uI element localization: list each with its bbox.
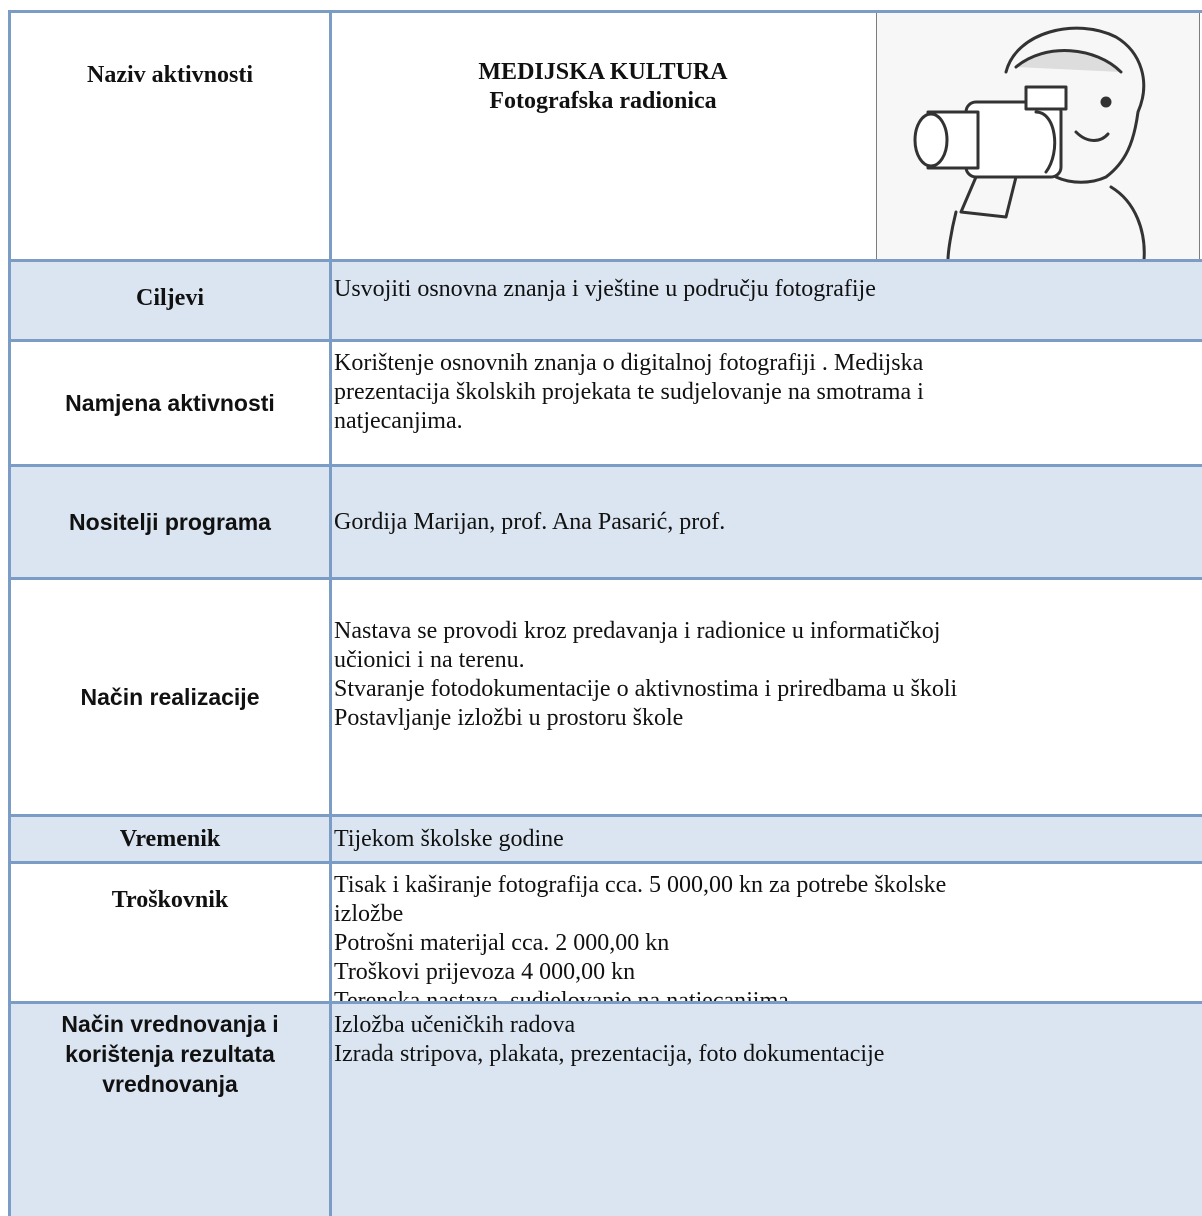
row-value-line: Postavljanje izložbi u prostoru škole: [334, 705, 684, 731]
border: [8, 339, 1202, 342]
header-subtitle: Fotografska radionica: [489, 88, 717, 114]
row-label-cell: Vremenik: [10, 816, 330, 862]
header-label: Naziv aktivnosti: [86, 62, 253, 88]
row-label-cell: Ciljevi: [10, 261, 330, 340]
border: [8, 464, 1202, 467]
row-value-line: Usvojiti osnovna znanja i vještine u pod…: [334, 276, 876, 302]
row-label: Namjena aktivnosti: [65, 390, 275, 416]
row-label-cell: Nositelji programa: [10, 466, 330, 578]
border: [8, 259, 1202, 262]
row-value-cell: Korištenje osnovnih znanja o digitalnoj …: [332, 341, 1202, 465]
header-title: MEDIJSKA KULTURA: [478, 59, 728, 85]
border: [8, 814, 1202, 817]
row-label: Način vrednovanja i: [61, 1011, 279, 1037]
row-label-cell: Način realizacije: [10, 579, 330, 815]
row-label: Vremenik: [119, 826, 221, 852]
border: [8, 861, 1202, 864]
photographer-illustration: [876, 12, 1200, 260]
row-value-line: Potrošni materijal cca. 2 000,00 kn: [334, 930, 670, 956]
row-value-line: Izložba učeničkih radova: [334, 1012, 576, 1038]
row-value-line: Nastava se provodi kroz predavanja i rad…: [334, 618, 941, 644]
row-value-line: prezentacija školskih projekata te sudje…: [334, 379, 924, 405]
border: [8, 10, 1202, 13]
row-value-line: izložbe: [334, 901, 404, 927]
row-value-cell: Tisak i kaširanje fotografija cca. 5 000…: [332, 863, 1202, 1014]
row-value-cell: Gordija Marijan, prof. Ana Pasarić, prof…: [332, 466, 1202, 578]
row-value-line: Gordija Marijan, prof. Ana Pasarić, prof…: [334, 508, 726, 535]
row-value-line: Tijekom školske godine: [334, 825, 564, 852]
row-value-cell: Tijekom školske godine: [332, 816, 1202, 862]
row-label: Ciljevi: [136, 285, 204, 311]
border: [8, 1001, 1202, 1004]
border: [329, 12, 332, 1216]
row-label: Nositelji programa: [69, 509, 271, 535]
row-value-cell: Nastava se provodi kroz predavanja i rad…: [332, 579, 1202, 815]
row-label-cell: Način vrednovanja i korištenja rezultata v…: [10, 1003, 330, 1216]
row-value-line: Troškovi prijevoza 4 000,00 kn: [334, 959, 636, 985]
row-label: vrednovanja: [102, 1071, 238, 1097]
row-value-cell: Usvojiti osnovna znanja i vještine u pod…: [332, 261, 1202, 340]
row-label: Troškovnik: [111, 887, 229, 913]
row-value-line: učionici i na terenu.: [334, 647, 525, 673]
row-label-cell: Namjena aktivnosti: [10, 341, 330, 465]
header-title-cell: MEDIJSKA KULTURA Fotografska radionica: [332, 12, 874, 260]
border: [8, 12, 11, 1216]
header-label-cell: Naziv aktivnosti: [10, 12, 330, 260]
row-label-cell: Troškovnik: [10, 863, 330, 1002]
row-value-cell: Izložba učeničkih radova Izrada stripova,…: [332, 1003, 1202, 1216]
row-value-line: Korištenje osnovnih znanja o digitalnoj …: [334, 350, 924, 376]
row-value-line: natjecanjima.: [334, 408, 463, 434]
row-label: korištenja rezultata: [65, 1041, 275, 1067]
border: [8, 577, 1202, 580]
row-label: Način realizacije: [80, 684, 260, 710]
row-value-line: Izrada stripova, plakata, prezentacija, …: [334, 1041, 885, 1067]
row-value-line: Tisak i kaširanje fotografija cca. 5 000…: [334, 872, 947, 898]
row-value-line: Stvaranje fotodokumentacije o aktivnosti…: [334, 676, 958, 702]
